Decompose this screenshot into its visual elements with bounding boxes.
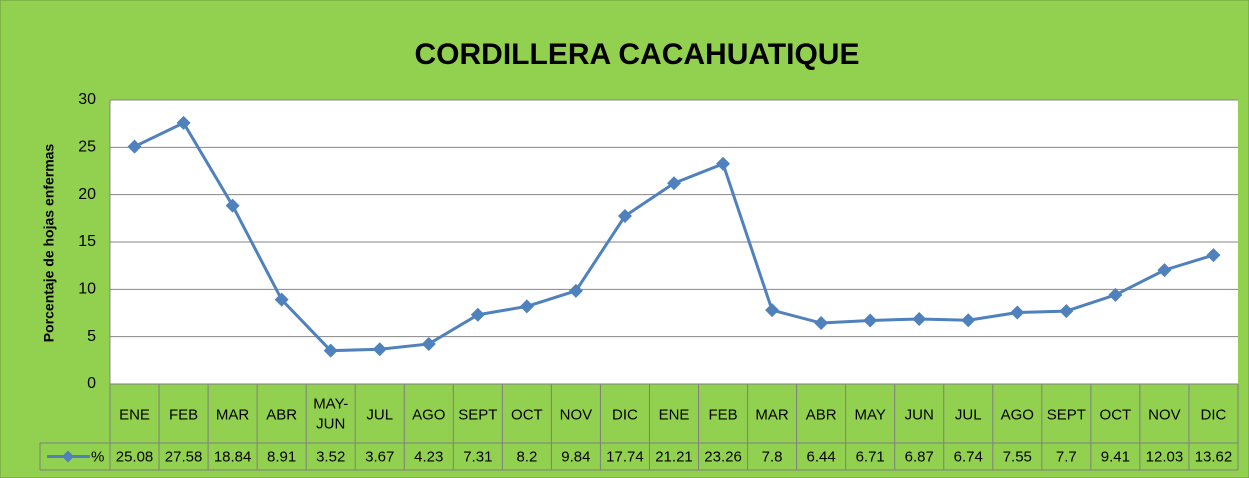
x-tick-label: MAR (755, 406, 789, 423)
data-point (716, 156, 731, 171)
data-point (568, 283, 583, 298)
x-tick-label: FEB (169, 406, 198, 423)
y-tick-label: 30 (78, 91, 96, 108)
y-axis-label: Porcentaje de hojas enfermas (41, 144, 57, 343)
x-tick-label: DIC (612, 406, 638, 423)
data-point (814, 316, 829, 331)
table-value: 6.87 (905, 448, 934, 465)
x-tick-label: ENE (659, 406, 690, 423)
table-value: 21.21 (655, 448, 693, 465)
data-point (863, 313, 878, 328)
table-value: 7.7 (1056, 448, 1077, 465)
data-point (1108, 287, 1123, 302)
x-tick-label: JUN (905, 406, 934, 423)
data-point (421, 336, 436, 351)
x-tick-label: AGO (1001, 406, 1034, 423)
table-value: 7.31 (463, 448, 492, 465)
table-value: 25.08 (116, 448, 154, 465)
table-value: 27.58 (165, 448, 203, 465)
chart-title: CORDILLERA CACAHUATIQUE (415, 38, 860, 71)
table-value: 9.84 (561, 448, 590, 465)
table-value: 17.74 (606, 448, 644, 465)
data-point (519, 299, 534, 314)
table-value: 7.55 (1003, 448, 1032, 465)
data-point (667, 176, 681, 191)
data-point (912, 311, 927, 326)
y-tick-label: 20 (78, 186, 96, 203)
x-tick-label: NOV (560, 406, 593, 423)
y-tick-label: 10 (78, 281, 96, 298)
x-tick-label: MAY (854, 406, 885, 423)
data-point (765, 303, 780, 318)
data-point (176, 115, 191, 130)
table-value: 6.44 (807, 448, 836, 465)
x-tick-label: AGO (412, 406, 445, 423)
data-point (1010, 305, 1025, 320)
x-tick-label: JUL (955, 406, 982, 423)
table-value: 18.84 (214, 448, 252, 465)
table-value: 12.03 (1146, 448, 1184, 465)
table-value: 3.67 (365, 448, 394, 465)
table-value: 9.41 (1101, 448, 1130, 465)
data-point (1206, 248, 1221, 263)
data-point (225, 198, 240, 213)
data-point (323, 343, 338, 358)
table-value: 8.91 (267, 448, 296, 465)
y-tick-label: 0 (87, 375, 96, 392)
table-value: 8.2 (516, 448, 537, 465)
data-point (470, 307, 485, 322)
table-value: 3.52 (316, 448, 345, 465)
table-value: 4.23 (414, 448, 443, 465)
table-value: 13.62 (1195, 448, 1233, 465)
table-value: 6.74 (954, 448, 983, 465)
data-point (961, 313, 976, 328)
x-tick-label: NOV (1148, 406, 1181, 423)
x-tick-label: ABR (266, 406, 297, 423)
x-tick-label: MAR (216, 406, 250, 423)
table-value: 7.8 (762, 448, 783, 465)
x-tick-label: MAY-JUN (313, 395, 348, 432)
data-point (1059, 304, 1074, 319)
table-value: 23.26 (704, 448, 742, 465)
data-point (372, 342, 387, 357)
x-tick-label: OCT (511, 406, 543, 423)
x-tick-label: OCT (1100, 406, 1132, 423)
legend-label: % (91, 448, 104, 465)
x-tick-label: SEPT (458, 406, 497, 423)
x-tick-label: FEB (708, 406, 737, 423)
y-tick-label: 25 (78, 139, 96, 156)
x-tick-label: JUL (366, 406, 393, 423)
x-tick-label: DIC (1201, 406, 1227, 423)
table-value: 6.71 (856, 448, 885, 465)
y-tick-label: 15 (78, 233, 96, 250)
x-tick-label: ABR (806, 406, 837, 423)
legend-marker (62, 450, 74, 463)
y-tick-label: 5 (87, 328, 96, 345)
x-tick-label: ENE (119, 406, 150, 423)
data-point (1157, 263, 1172, 278)
x-tick-label: SEPT (1047, 406, 1086, 423)
data-point (127, 139, 142, 154)
data-point (617, 209, 632, 224)
data-point (274, 292, 289, 307)
